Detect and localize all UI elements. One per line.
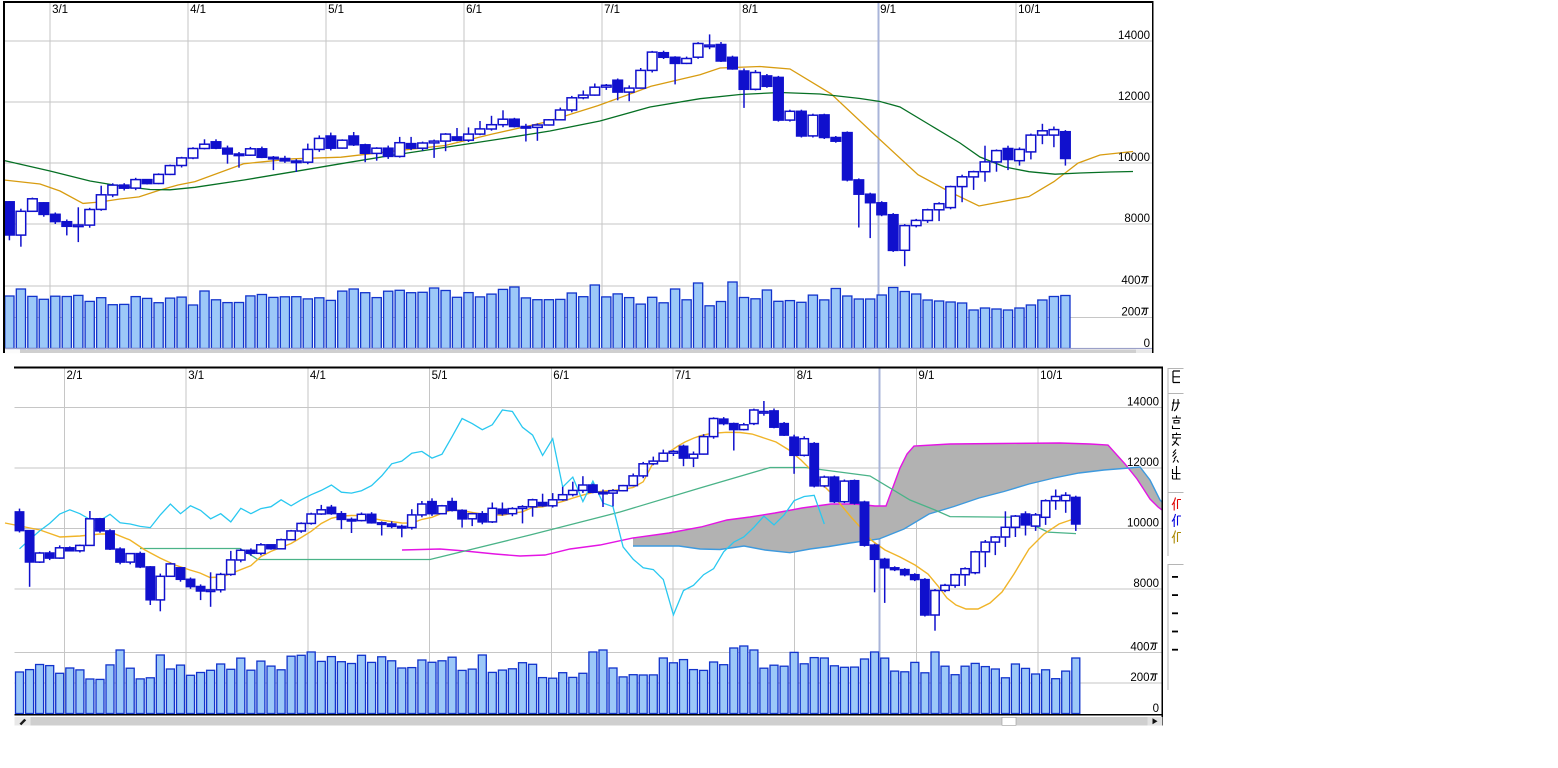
svg-text:5/1: 5/1: [328, 4, 344, 16]
svg-text:14000: 14000: [1127, 397, 1159, 409]
svg-text:4/1: 4/1: [310, 370, 326, 382]
svg-text:7/1: 7/1: [604, 4, 620, 16]
svg-text:2/1: 2/1: [67, 370, 83, 382]
svg-text:4/1: 4/1: [190, 4, 206, 16]
svg-text:5/1: 5/1: [432, 370, 448, 382]
svg-text:8000: 8000: [1133, 578, 1159, 590]
svg-text:6/1: 6/1: [466, 4, 482, 16]
svg-text:10/1: 10/1: [1018, 4, 1040, 16]
svg-text:8/1: 8/1: [797, 370, 813, 382]
svg-text:3/1: 3/1: [188, 370, 204, 382]
svg-text:10/1: 10/1: [1040, 370, 1062, 382]
svg-text:8/1: 8/1: [742, 4, 758, 16]
svg-text:400: 400: [1121, 275, 1140, 287]
svg-text:6/1: 6/1: [553, 370, 569, 382]
svg-text:200: 200: [1121, 307, 1140, 319]
svg-text:12000: 12000: [1118, 91, 1150, 103]
svg-text:9/1: 9/1: [880, 4, 896, 16]
svg-text:200: 200: [1130, 672, 1149, 684]
svg-text:14000: 14000: [1118, 30, 1150, 42]
svg-text:12000: 12000: [1127, 457, 1159, 469]
svg-text:7/1: 7/1: [675, 370, 691, 382]
svg-text:0: 0: [1153, 703, 1159, 715]
svg-text:400: 400: [1130, 641, 1149, 653]
svg-text:3/1: 3/1: [52, 4, 68, 16]
svg-text:0: 0: [1144, 338, 1150, 350]
svg-text:10000: 10000: [1127, 517, 1159, 529]
svg-text:9/1: 9/1: [918, 370, 934, 382]
svg-text:8000: 8000: [1124, 213, 1150, 225]
svg-text:10000: 10000: [1118, 152, 1150, 164]
